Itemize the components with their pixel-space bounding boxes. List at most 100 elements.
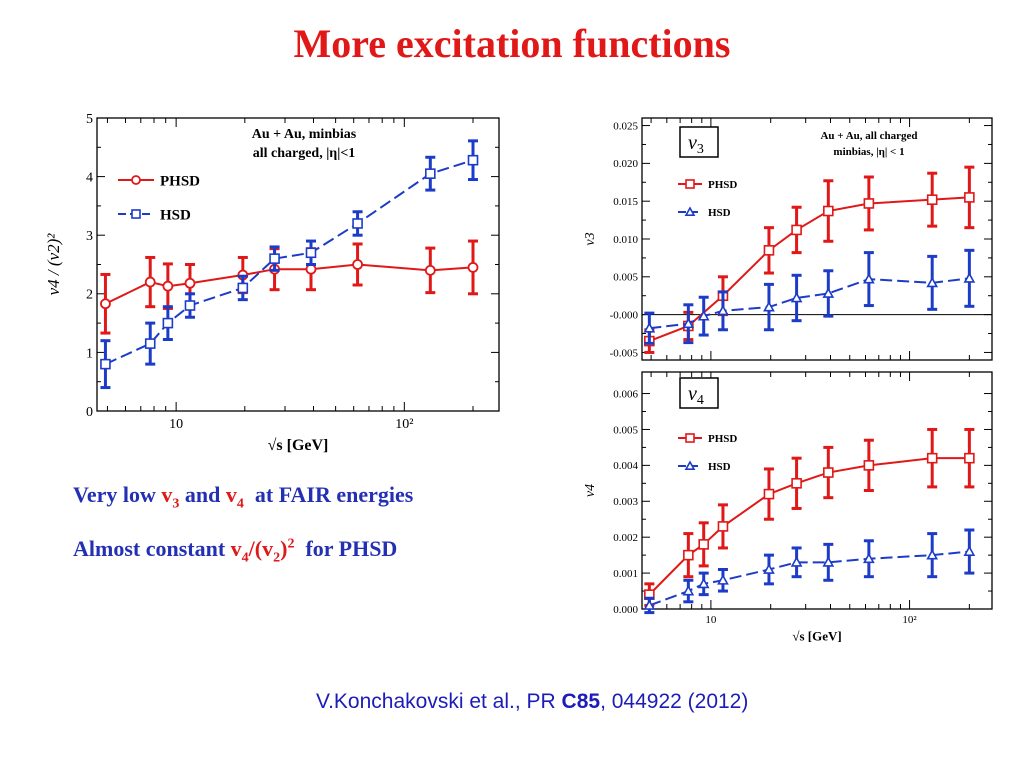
data-point-hsd	[425, 155, 436, 192]
marker-square	[685, 179, 695, 189]
y-tick-label: 3	[86, 229, 93, 244]
data-point-hsd	[763, 282, 775, 332]
data-point-hsd	[100, 339, 111, 390]
y-tick-label: 5	[86, 112, 93, 127]
marker-triangle	[684, 460, 696, 471]
x-tick-label: 10²	[902, 614, 917, 626]
data-point-hsd	[926, 254, 939, 311]
marker-triangle	[963, 272, 976, 283]
citation: V.Konchakovski et al., PR C85, 044922 (2…	[316, 690, 749, 713]
y-axis-label: v4 / (v2)²	[44, 233, 63, 296]
data-point-phsd	[352, 242, 363, 287]
data-point-hsd	[963, 248, 976, 308]
data-point-phsd	[823, 179, 834, 243]
marker-triangle	[717, 304, 729, 316]
y-tick-label: 0.005	[613, 272, 638, 284]
note-ratio: v4/(v2)2	[230, 536, 295, 566]
marker-triangle	[790, 291, 803, 303]
marker-square	[131, 209, 141, 219]
marker-triangle	[643, 599, 656, 610]
annotation-text: all charged, |η|<1	[253, 146, 356, 161]
marker-square	[763, 245, 775, 256]
y-tick-label: 2	[86, 288, 93, 303]
marker-triangle	[926, 548, 939, 560]
data-point-phsd	[162, 262, 174, 310]
data-point-hsd	[237, 274, 249, 302]
y-tick-label: 0.002	[613, 532, 638, 544]
y-axis-label: v3	[583, 232, 598, 245]
data-point-phsd	[683, 532, 694, 579]
data-point-hsd	[863, 251, 875, 308]
data-point-phsd	[926, 427, 938, 489]
marker-circle	[467, 262, 479, 273]
marker-triangle	[863, 552, 875, 564]
data-point-phsd	[763, 467, 775, 521]
marker-square	[926, 194, 938, 205]
marker-triangle	[926, 276, 939, 288]
citation-volume: C85	[561, 690, 601, 713]
note-v4: v4	[225, 482, 244, 512]
legend-item-phsd: PHSD	[678, 433, 737, 445]
marker-square	[926, 452, 938, 464]
note-text: Very low	[73, 482, 162, 507]
panel-label-sub: 4	[697, 393, 704, 408]
data-point-hsd	[822, 269, 835, 318]
marker-circle	[162, 280, 174, 292]
data-point-hsd	[717, 290, 729, 332]
x-axis-label: √s [GeV]	[268, 437, 329, 454]
data-point-phsd	[717, 503, 729, 550]
marker-circle	[131, 175, 141, 185]
marker-square	[763, 488, 775, 500]
legend-item-phsd: PHSD	[678, 179, 737, 191]
marker-circle	[305, 263, 317, 275]
data-point-hsd	[763, 553, 775, 586]
y-tick-label: -0.000	[610, 309, 639, 321]
marker-square	[269, 253, 280, 264]
legend-item-hsd: HSD	[678, 460, 731, 473]
y-tick-label: 0.005	[613, 424, 638, 436]
marker-triangle	[684, 206, 696, 216]
data-point-hsd	[643, 311, 656, 345]
y-tick-label: 1	[86, 346, 93, 361]
data-point-hsd	[682, 578, 695, 604]
marker-triangle	[763, 300, 775, 312]
note-constant-ratio: Almost constant v4/(v2)2 for PHSD	[73, 536, 398, 566]
legend-label: PHSD	[160, 173, 200, 189]
series-line-hsd	[649, 277, 970, 330]
marker-triangle	[697, 309, 710, 321]
data-point-phsd	[791, 456, 802, 510]
panel-label-sub: 3	[697, 142, 704, 157]
series-line-hsd	[105, 159, 474, 366]
data-point-hsd	[162, 305, 174, 342]
data-point-hsd	[305, 239, 317, 266]
data-point-hsd	[352, 210, 363, 237]
marker-square	[698, 539, 710, 550]
y-tick-label: 0	[86, 405, 93, 420]
marker-square	[823, 467, 834, 478]
data-point-phsd	[964, 427, 975, 489]
data-point-hsd	[822, 542, 835, 582]
y-tick-label: 4	[86, 171, 93, 186]
data-point-hsd	[144, 321, 156, 366]
marker-triangle	[963, 545, 976, 556]
marker-triangle	[643, 322, 656, 333]
y-tick-label: 0.004	[613, 460, 638, 472]
marker-circle	[184, 277, 196, 289]
marker-square	[823, 205, 834, 217]
x-tick-label: 10²	[395, 417, 413, 432]
legend-label: HSD	[708, 461, 731, 473]
chart-v4-over-v2sq: 10 10² 0 1 2 3 4 5 √s [GeV] v4 / (v2)² Au + Au, mi…	[44, 112, 500, 454]
marker-square	[964, 452, 975, 464]
annotation-text: minbias, |η| < 1	[833, 146, 904, 158]
marker-triangle	[697, 577, 710, 589]
x-axis-label: √s [GeV]	[792, 629, 841, 644]
y-tick-label: 0.015	[613, 196, 638, 208]
y-tick-label: 0.000	[613, 604, 638, 616]
marker-square	[184, 300, 196, 311]
slide-title: More excitation functions	[293, 21, 731, 66]
data-point-phsd	[763, 226, 775, 275]
marker-circle	[100, 298, 111, 310]
marker-square	[162, 317, 174, 329]
y-tick-label: 0.003	[613, 496, 638, 508]
marker-triangle	[863, 272, 875, 284]
